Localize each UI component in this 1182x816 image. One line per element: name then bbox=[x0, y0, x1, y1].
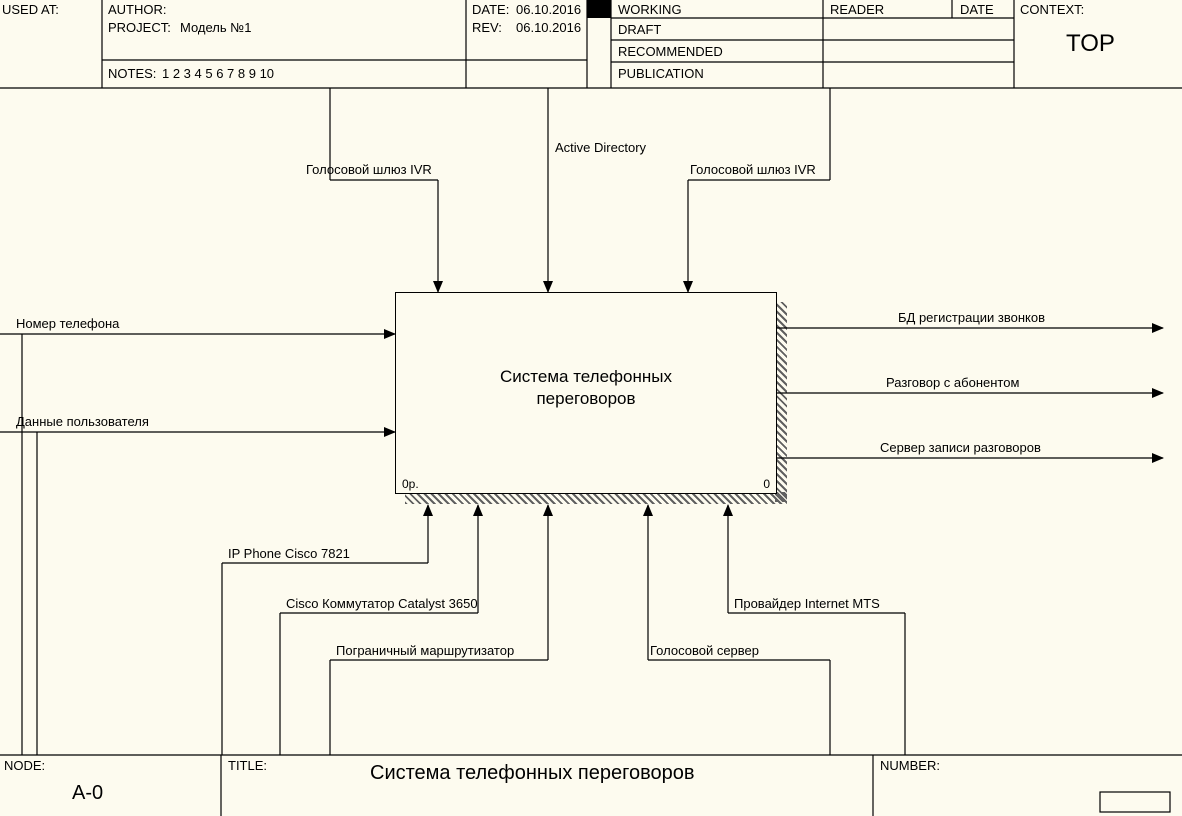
project-label: PROJECT: bbox=[108, 20, 171, 35]
notes-numbers: 1 2 3 4 5 6 7 8 9 10 bbox=[162, 66, 274, 81]
mech-provider-label: Провайдер Internet MTS bbox=[734, 596, 880, 611]
status-publication: PUBLICATION bbox=[618, 66, 704, 81]
footer-title-value: Система телефонных переговоров bbox=[370, 762, 694, 785]
input-userdata-label: Данные пользователя bbox=[16, 414, 149, 429]
notes-label: NOTES: bbox=[108, 66, 156, 81]
context-label: CONTEXT: bbox=[1020, 2, 1084, 17]
input-phone-label: Номер телефона bbox=[16, 316, 119, 331]
mech-ipphone-label: IP Phone Cisco 7821 bbox=[228, 546, 350, 561]
status-draft: DRAFT bbox=[618, 22, 661, 37]
project-value: Модель №1 bbox=[180, 20, 251, 35]
rev-label: REV: bbox=[472, 20, 502, 35]
control-ivr1-label: Голосовой шлюз IVR bbox=[306, 162, 432, 177]
control-ad-label: Active Directory bbox=[555, 140, 646, 155]
reader-label: READER bbox=[830, 2, 884, 17]
reader-date: DATE bbox=[960, 2, 994, 17]
output-talk-label: Разговор с абонентом bbox=[886, 375, 1019, 390]
mech-router-label: Пограничный маршрутизатор bbox=[336, 643, 514, 658]
mech-voice-label: Голосовой сервер bbox=[650, 643, 759, 658]
author-label: AUTHOR: bbox=[108, 2, 167, 17]
output-db-label: БД регистрации звонков bbox=[898, 310, 1045, 325]
date-label: DATE: bbox=[472, 2, 509, 17]
footer-number-label: NUMBER: bbox=[880, 758, 940, 773]
mech-switch-label: Cisco Коммутатор Catalyst 3650 bbox=[286, 596, 478, 611]
control-ivr2-label: Голосовой шлюз IVR bbox=[690, 162, 816, 177]
footer-node-value: A-0 bbox=[72, 782, 103, 805]
used-at-label: USED AT: bbox=[2, 2, 59, 17]
footer-node-label: NODE: bbox=[4, 758, 45, 773]
output-record-label: Сервер записи разговоров bbox=[880, 440, 1041, 455]
footer-title-label: TITLE: bbox=[228, 758, 267, 773]
context-value: TOP bbox=[1066, 30, 1115, 58]
status-recommended: RECOMMENDED bbox=[618, 44, 723, 59]
rev-value: 06.10.2016 bbox=[516, 20, 581, 35]
status-working: WORKING bbox=[618, 2, 682, 17]
date-value: 06.10.2016 bbox=[516, 2, 581, 17]
